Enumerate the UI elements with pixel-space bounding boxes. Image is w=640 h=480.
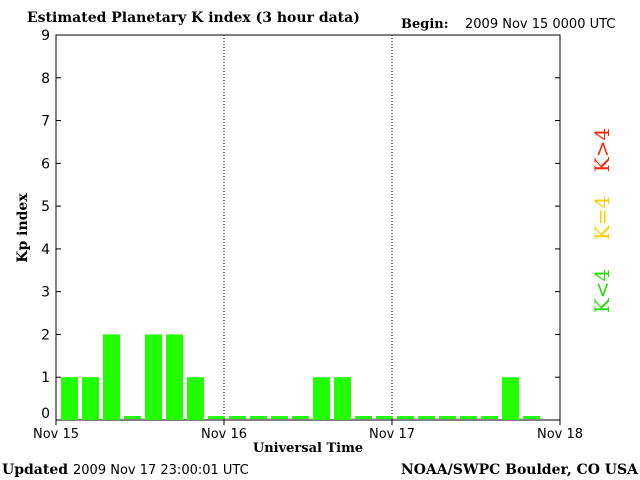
y-tick-label: 9	[41, 28, 50, 44]
kp-bar	[103, 334, 120, 420]
chart-title: Estimated Planetary K index (3 hour data…	[27, 10, 360, 26]
x-tick-label: Nov 15	[33, 427, 79, 442]
x-axis-ticks: Nov 15 Nov 16 Nov 17 Nov 18	[33, 420, 583, 442]
kp-bar	[418, 416, 435, 419]
updated-value: 2009 Nov 17 23:00:01 UTC	[73, 463, 249, 478]
kp-bar	[229, 416, 246, 419]
kp-bar	[82, 377, 99, 420]
kp-bar	[187, 377, 204, 420]
kp-bar	[145, 334, 162, 420]
kp-bar	[166, 334, 183, 420]
kp-bar	[481, 416, 498, 419]
kp-bar	[313, 377, 330, 420]
y-tick-label: 2	[41, 327, 50, 343]
kp-bar	[502, 377, 519, 420]
kp-bar	[523, 416, 540, 419]
legend-k-less-4: K<4	[590, 269, 614, 313]
begin-label: Begin:	[401, 17, 449, 32]
begin-value: 2009 Nov 15 0000 UTC	[465, 17, 615, 32]
source-credit: NOAA/SWPC Boulder, CO USA	[401, 462, 639, 478]
kp-bar	[376, 416, 393, 419]
kp-bar	[397, 416, 414, 419]
y-tick-label: 4	[41, 242, 50, 258]
kp-bar	[271, 416, 288, 419]
y-tick-label: 3	[41, 285, 50, 301]
y-tick-label: 0	[41, 406, 50, 422]
kp-bar	[460, 416, 477, 419]
kp-bar	[124, 416, 141, 419]
legend-k-greater-4: K>4	[590, 128, 614, 172]
y-tick-label: 6	[41, 156, 50, 172]
kp-bar	[355, 416, 372, 419]
y-tick-label: 5	[41, 199, 50, 215]
y-axis-ticks: 0 1 2 3 4 5 6 7 8 9	[41, 28, 560, 422]
x-tick-label: Nov 16	[201, 427, 247, 442]
kp-bar	[292, 416, 309, 419]
kp-bar	[208, 416, 225, 419]
plot-area	[55, 34, 561, 421]
x-axis-label: Universal Time	[253, 441, 363, 456]
x-tick-label: Nov 17	[369, 427, 415, 442]
legend-k-equal-4: K=4	[590, 196, 614, 240]
x-tick-label: Nov 18	[537, 427, 583, 442]
kp-bar	[61, 377, 78, 420]
y-axis-label: Kp index	[15, 193, 31, 263]
kp-bar	[334, 377, 351, 420]
y-tick-label: 1	[41, 370, 50, 386]
y-tick-label: 7	[41, 114, 50, 130]
kp-bar	[250, 416, 267, 419]
updated-label: Updated	[2, 462, 68, 478]
bars-group	[61, 334, 540, 420]
kp-bar	[439, 416, 456, 419]
y-tick-label: 8	[41, 71, 50, 87]
